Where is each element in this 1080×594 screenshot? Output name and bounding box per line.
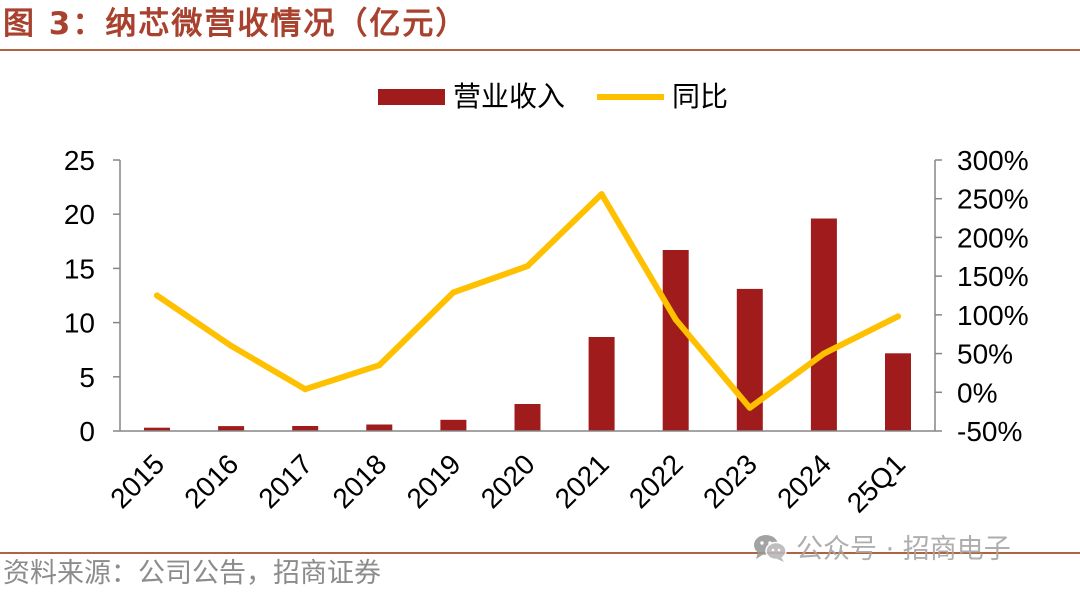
- right-axis-tick-label: 300%: [957, 145, 1029, 176]
- x-axis-tick-label: 25Q1: [841, 448, 911, 518]
- revenue-bar: [885, 353, 911, 431]
- yoy-point: [376, 362, 383, 369]
- yoy-point: [228, 342, 235, 349]
- source-note: 资料来源：公司公告，招商证券: [3, 558, 381, 589]
- left-axis-tick-label: 15: [64, 253, 95, 284]
- right-axis-tick-label: -50%: [957, 416, 1022, 447]
- right-axis-tick-label: 0%: [957, 377, 997, 408]
- revenue-bar: [440, 419, 467, 431]
- watermark-text: 公众号 · 招商电子: [796, 534, 1011, 565]
- x-axis-tick-label: 2016: [178, 448, 244, 514]
- yoy-point: [598, 191, 605, 198]
- x-axis-tick-label: 2015: [104, 448, 170, 514]
- wechat-icon: [752, 533, 788, 567]
- watermark: 公众号 · 招商电子: [752, 533, 1011, 567]
- revenue-bar: [588, 337, 615, 431]
- right-axis-tick-label: 250%: [957, 184, 1029, 215]
- right-axis-tick-label: 150%: [957, 261, 1029, 292]
- x-axis-tick-label: 2019: [401, 448, 467, 514]
- x-axis-tick-label: 2017: [252, 448, 318, 514]
- right-axis-tick-label: 50%: [957, 339, 1013, 370]
- x-axis-tick-label: 2023: [697, 448, 763, 514]
- revenue-bar: [144, 427, 170, 431]
- revenue-bar: [662, 250, 689, 431]
- legend-label-yoy: 同比: [672, 80, 729, 113]
- revenue-bar: [514, 404, 541, 431]
- legend-swatch-yoy: [597, 94, 665, 100]
- right-axis-tick-label: 200%: [957, 222, 1029, 253]
- right-axis-tick-label: 100%: [957, 300, 1029, 331]
- header-rule: [0, 49, 1080, 51]
- x-axis-tick-label: 2020: [475, 448, 541, 514]
- x-axis-tick-label: 2021: [549, 448, 615, 514]
- yoy-point: [524, 263, 531, 270]
- yoy-point: [820, 350, 827, 357]
- x-axis-tick-label: 2022: [623, 448, 689, 514]
- legend: 营业收入 同比: [378, 80, 728, 114]
- revenue-bar: [366, 424, 393, 431]
- revenue-bar: [292, 426, 319, 431]
- left-axis-tick-label: 20: [64, 199, 95, 230]
- yoy-point: [672, 316, 679, 323]
- x-axis-tick-label: 2018: [327, 448, 393, 514]
- legend-item-yoy: 同比: [597, 80, 728, 114]
- yoy-point: [302, 386, 309, 393]
- revenue-bar: [218, 426, 245, 431]
- legend-label-revenue: 营业收入: [453, 80, 566, 113]
- x-axis-tick-label: 2024: [771, 448, 837, 514]
- legend-item-revenue: 营业收入: [378, 80, 565, 114]
- left-axis-tick-label: 5: [79, 362, 95, 393]
- revenue-bar: [810, 218, 837, 431]
- left-axis-tick-label: 25: [64, 145, 95, 176]
- legend-swatch-revenue: [378, 89, 445, 105]
- chart-title: 图 3：纳芯微营收情况（亿元）: [3, 6, 469, 42]
- left-axis-tick-label: 0: [79, 416, 95, 447]
- yoy-point: [154, 292, 160, 299]
- left-axis-tick-label: 10: [64, 308, 95, 339]
- footer-rule: [0, 552, 1080, 554]
- yoy-point: [746, 404, 753, 411]
- yoy-point: [895, 313, 901, 320]
- yoy-line: [154, 191, 901, 411]
- yoy-point: [450, 289, 457, 296]
